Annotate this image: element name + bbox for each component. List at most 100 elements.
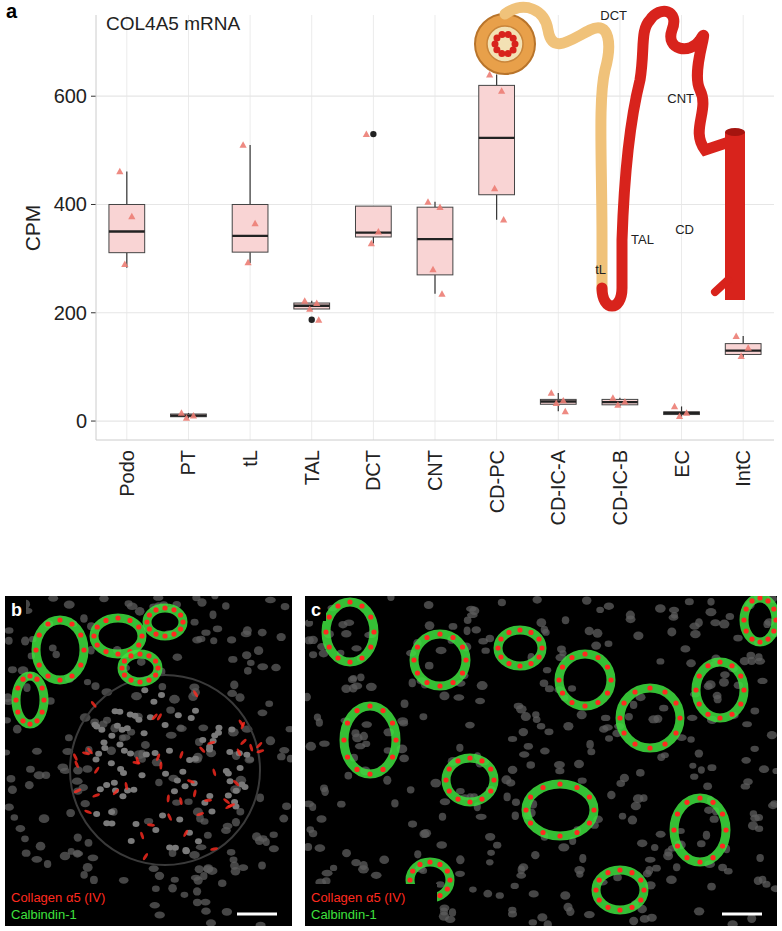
collagen-signal (390, 754, 395, 759)
collagen-signal (393, 737, 398, 742)
collagen-signal (69, 621, 74, 626)
nucleus (72, 778, 83, 785)
nucleus (159, 683, 167, 690)
collagen-signal (128, 678, 133, 683)
nucleus (584, 911, 595, 918)
collagen-signal (390, 720, 395, 725)
nucleus (222, 908, 232, 916)
nucleus (690, 630, 700, 638)
collagen-signal (463, 657, 468, 662)
collagen-signal (450, 635, 455, 640)
nucleus (271, 664, 281, 671)
nucleus (84, 679, 91, 685)
nucleus (344, 772, 352, 780)
collagen-signal (447, 766, 452, 771)
whisker-upper (558, 393, 559, 399)
nucleus (21, 637, 29, 646)
nucleus (128, 838, 135, 844)
diagram-label: DCT (600, 8, 627, 23)
x-tick-label: CD-IC-B (609, 450, 631, 526)
grid-line-x (496, 15, 497, 440)
collagen-signal (380, 767, 385, 772)
collagen-signal (488, 788, 493, 793)
collagen-signal (210, 847, 218, 852)
tubule-calbindin (559, 654, 611, 706)
label-patch (308, 599, 326, 621)
nucleus (99, 596, 108, 602)
box (232, 204, 268, 252)
nucleus (108, 809, 115, 815)
nucleus (512, 812, 519, 820)
nucleus (563, 903, 572, 912)
collagen-signal (427, 859, 432, 864)
nucleus (663, 852, 673, 860)
collagen-signal (255, 741, 263, 749)
collagen-signal (540, 785, 545, 790)
nucleus (695, 749, 703, 757)
nucleus (193, 899, 202, 906)
collagen-signal (368, 614, 373, 619)
x-tick-label: IntC (732, 450, 754, 487)
nucleus (449, 623, 458, 630)
collagen-signal (744, 606, 749, 611)
nucleus (637, 839, 647, 847)
collagen-signal (20, 718, 25, 723)
nucleus (121, 748, 128, 754)
nucleus (519, 728, 529, 736)
collagen-signal (367, 703, 372, 708)
nucleus (183, 848, 190, 854)
stain-label: Calbindin-1 (311, 907, 377, 922)
nucleus (436, 647, 447, 654)
collagen-signal (139, 633, 144, 638)
collagen-signal (45, 673, 50, 678)
collagen-signal (415, 670, 420, 675)
collagen-signal (198, 746, 206, 754)
collagen-signal (491, 777, 496, 782)
collagen-signal (144, 619, 149, 624)
collagen-signal (765, 598, 770, 603)
nucleus (563, 722, 573, 730)
collagen-signal (443, 777, 448, 782)
nucleus (245, 757, 255, 764)
collagen-signal (528, 820, 533, 825)
nucleus (166, 748, 173, 754)
nucleus (656, 658, 664, 664)
tubule-calbindin (596, 870, 644, 910)
collagen-signal (415, 644, 420, 649)
nucleus (193, 887, 201, 895)
tubule-calbindin (344, 706, 396, 774)
nucleus (472, 626, 481, 633)
nucleus (521, 712, 531, 721)
nucleus (155, 872, 164, 880)
nucleus (533, 716, 541, 723)
collagen-signal (27, 721, 32, 726)
collagen-signal (455, 758, 460, 763)
nucleus (279, 814, 288, 822)
nucleus (698, 766, 705, 773)
collagen-signal (178, 626, 183, 631)
nucleus (430, 779, 441, 788)
collagen-signal (179, 797, 183, 805)
data-point (671, 403, 678, 409)
nucleus (341, 630, 351, 637)
nucleus (182, 847, 189, 853)
collagen-signal (517, 663, 522, 668)
data-point (560, 397, 567, 403)
collagen-signal (153, 672, 158, 677)
collagen-signal (137, 679, 142, 684)
nucleus (162, 771, 169, 777)
collagen-signal (15, 709, 20, 714)
median (725, 349, 761, 351)
collagen-signal (738, 673, 743, 678)
data-point (621, 398, 628, 404)
nucleus (719, 678, 729, 687)
tubule-calbindin (414, 634, 466, 686)
nucleus (316, 718, 323, 727)
nucleus (476, 814, 487, 820)
nucleus (97, 786, 104, 792)
nucleus (771, 885, 777, 892)
nucleus (351, 645, 361, 651)
figure: 0200400600CPMCOL4A5 mRNAaPodoPTtLTALDCTC… (0, 0, 782, 931)
nucleus (305, 843, 312, 851)
collagen-signal (256, 749, 265, 754)
